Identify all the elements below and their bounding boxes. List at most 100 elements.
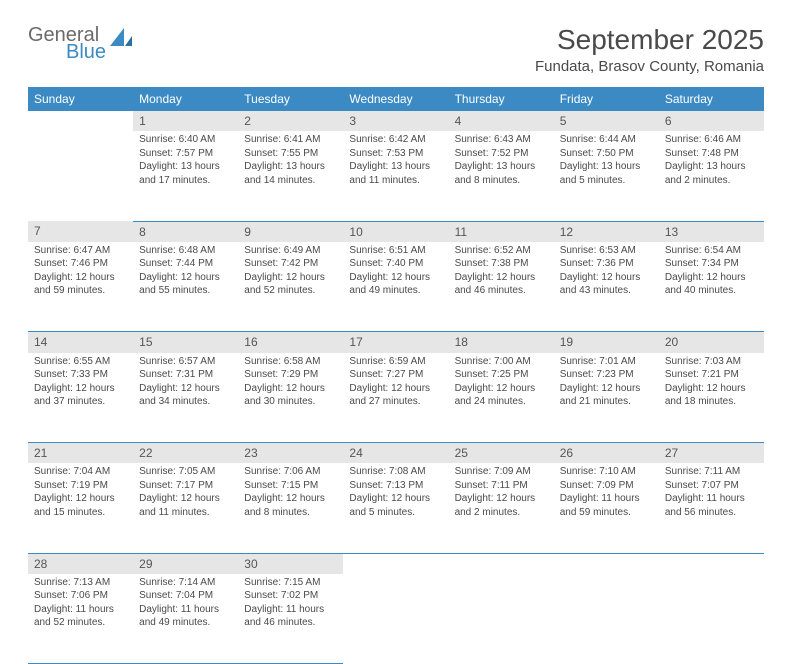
day-cell: Sunrise: 6:57 AMSunset: 7:31 PMDaylight:… [133, 353, 238, 443]
day-cell: Sunrise: 7:00 AMSunset: 7:25 PMDaylight:… [449, 353, 554, 443]
daylight-text: Daylight: 12 hours [349, 382, 442, 396]
sunset-text: Sunset: 7:27 PM [349, 368, 442, 382]
day-cell [659, 574, 764, 664]
daylight-text: and 59 minutes. [560, 506, 653, 520]
sunrise-text: Sunrise: 6:41 AM [244, 133, 337, 147]
daylight-text: Daylight: 12 hours [34, 271, 127, 285]
sunset-text: Sunset: 7:34 PM [665, 257, 758, 271]
daylight-text: Daylight: 12 hours [139, 492, 232, 506]
day-cell: Sunrise: 7:14 AMSunset: 7:04 PMDaylight:… [133, 574, 238, 664]
daylight-text: Daylight: 13 hours [560, 160, 653, 174]
daylight-text: Daylight: 13 hours [244, 160, 337, 174]
day-number-cell: 3 [343, 111, 448, 131]
daylight-text: Daylight: 11 hours [560, 492, 653, 506]
sunset-text: Sunset: 7:42 PM [244, 257, 337, 271]
day-number-row: 14151617181920 [28, 332, 764, 353]
sunrise-text: Sunrise: 7:03 AM [665, 355, 758, 369]
day-cell: Sunrise: 6:47 AMSunset: 7:46 PMDaylight:… [28, 242, 133, 332]
day-header: Wednesday [343, 87, 448, 111]
sunrise-text: Sunrise: 6:48 AM [139, 244, 232, 258]
daylight-text: and 8 minutes. [455, 174, 548, 188]
daylight-text: Daylight: 12 hours [455, 492, 548, 506]
day-content-row: Sunrise: 7:04 AMSunset: 7:19 PMDaylight:… [28, 463, 764, 553]
day-cell: Sunrise: 7:05 AMSunset: 7:17 PMDaylight:… [133, 463, 238, 553]
day-header: Tuesday [238, 87, 343, 111]
daylight-text: and 11 minutes. [139, 506, 232, 520]
daylight-text: and 52 minutes. [34, 616, 127, 630]
daylight-text: and 37 minutes. [34, 395, 127, 409]
day-cell: Sunrise: 6:44 AMSunset: 7:50 PMDaylight:… [554, 131, 659, 221]
day-header: Saturday [659, 87, 764, 111]
day-cell: Sunrise: 6:55 AMSunset: 7:33 PMDaylight:… [28, 353, 133, 443]
daylight-text: Daylight: 12 hours [665, 271, 758, 285]
sunset-text: Sunset: 7:53 PM [349, 147, 442, 161]
sunset-text: Sunset: 7:07 PM [665, 479, 758, 493]
daylight-text: Daylight: 11 hours [244, 603, 337, 617]
daylight-text: and 49 minutes. [349, 284, 442, 298]
sunrise-text: Sunrise: 6:42 AM [349, 133, 442, 147]
daylight-text: and 14 minutes. [244, 174, 337, 188]
daylight-text: and 59 minutes. [34, 284, 127, 298]
day-cell: Sunrise: 7:06 AMSunset: 7:15 PMDaylight:… [238, 463, 343, 553]
day-number-cell: 12 [554, 221, 659, 242]
daylight-text: and 43 minutes. [560, 284, 653, 298]
daylight-text: Daylight: 13 hours [139, 160, 232, 174]
logo-sail-icon [110, 28, 132, 48]
day-header: Sunday [28, 87, 133, 111]
day-number-cell: 20 [659, 332, 764, 353]
day-cell: Sunrise: 6:46 AMSunset: 7:48 PMDaylight:… [659, 131, 764, 221]
day-number-cell: 30 [238, 553, 343, 574]
day-number-cell: 14 [28, 332, 133, 353]
day-header: Friday [554, 87, 659, 111]
sunset-text: Sunset: 7:38 PM [455, 257, 548, 271]
daylight-text: Daylight: 11 hours [139, 603, 232, 617]
day-number-cell: 11 [449, 221, 554, 242]
sunrise-text: Sunrise: 7:01 AM [560, 355, 653, 369]
day-header: Thursday [449, 87, 554, 111]
day-number-cell: 2 [238, 111, 343, 131]
day-number-cell: 9 [238, 221, 343, 242]
sunrise-text: Sunrise: 6:47 AM [34, 244, 127, 258]
sunrise-text: Sunrise: 6:57 AM [139, 355, 232, 369]
sunrise-text: Sunrise: 6:46 AM [665, 133, 758, 147]
day-number-cell: 27 [659, 443, 764, 464]
sunset-text: Sunset: 7:36 PM [560, 257, 653, 271]
sunset-text: Sunset: 7:46 PM [34, 257, 127, 271]
day-number-cell: 6 [659, 111, 764, 131]
sunset-text: Sunset: 7:31 PM [139, 368, 232, 382]
day-cell [28, 131, 133, 221]
day-cell: Sunrise: 6:41 AMSunset: 7:55 PMDaylight:… [238, 131, 343, 221]
day-number-cell: 25 [449, 443, 554, 464]
sunrise-text: Sunrise: 7:00 AM [455, 355, 548, 369]
daylight-text: Daylight: 12 hours [560, 382, 653, 396]
daylight-text: and 55 minutes. [139, 284, 232, 298]
sunset-text: Sunset: 7:19 PM [34, 479, 127, 493]
sunrise-text: Sunrise: 7:11 AM [665, 465, 758, 479]
day-number-cell: 29 [133, 553, 238, 574]
daylight-text: Daylight: 12 hours [244, 492, 337, 506]
daylight-text: Daylight: 11 hours [34, 603, 127, 617]
sunset-text: Sunset: 7:50 PM [560, 147, 653, 161]
daylight-text: and 8 minutes. [244, 506, 337, 520]
day-number-cell [659, 553, 764, 574]
daylight-text: and 2 minutes. [455, 506, 548, 520]
day-number-cell: 21 [28, 443, 133, 464]
day-cell: Sunrise: 6:49 AMSunset: 7:42 PMDaylight:… [238, 242, 343, 332]
daylight-text: Daylight: 12 hours [34, 382, 127, 396]
daylight-text: and 18 minutes. [665, 395, 758, 409]
sunset-text: Sunset: 7:40 PM [349, 257, 442, 271]
day-number-cell: 4 [449, 111, 554, 131]
day-number-row: 282930 [28, 553, 764, 574]
sunrise-text: Sunrise: 7:14 AM [139, 576, 232, 590]
daylight-text: and 34 minutes. [139, 395, 232, 409]
day-content-row: Sunrise: 6:40 AMSunset: 7:57 PMDaylight:… [28, 131, 764, 221]
month-title: September 2025 [535, 24, 764, 56]
day-content-row: Sunrise: 7:13 AMSunset: 7:06 PMDaylight:… [28, 574, 764, 664]
daylight-text: Daylight: 12 hours [349, 271, 442, 285]
day-cell: Sunrise: 7:04 AMSunset: 7:19 PMDaylight:… [28, 463, 133, 553]
day-number-cell: 7 [28, 221, 133, 242]
day-number-cell: 15 [133, 332, 238, 353]
day-cell [343, 574, 448, 664]
day-cell: Sunrise: 6:51 AMSunset: 7:40 PMDaylight:… [343, 242, 448, 332]
daylight-text: and 46 minutes. [455, 284, 548, 298]
